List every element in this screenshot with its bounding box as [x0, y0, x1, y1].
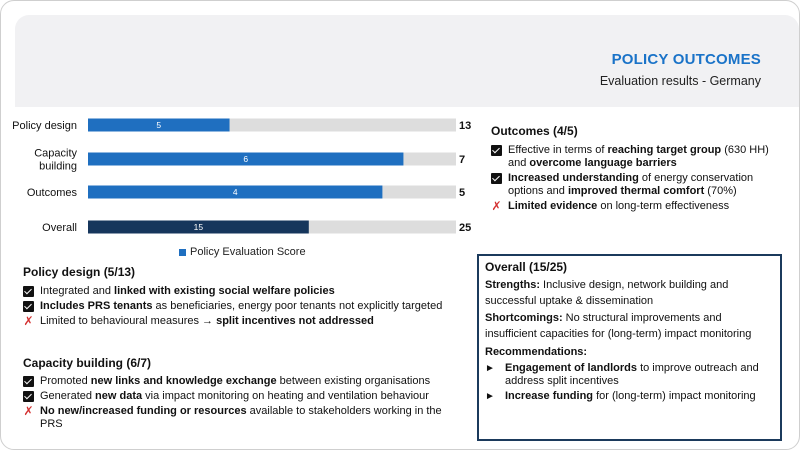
- checkbox-checked-icon: [23, 286, 34, 297]
- overall-heading: Overall (15/25): [485, 260, 568, 274]
- bar-max-label: 13: [459, 120, 471, 132]
- bar-score: [88, 185, 383, 199]
- list-item-text: Limited evidence on long-term effectiven…: [508, 200, 730, 212]
- list-item-text: Engagement of landlords to improve outre…: [505, 362, 759, 387]
- list-item: ► Engagement of landlords to improve outr…: [485, 362, 775, 388]
- bar-max-label: 7: [459, 154, 465, 166]
- strengths-text: Strengths: Inclusive design, network bui…: [485, 277, 775, 309]
- list-item: ✗ No new/increased funding or resources a…: [23, 405, 463, 431]
- list-item-text: Effective in terms of reaching target gr…: [508, 144, 769, 169]
- list-item: Includes PRS tenants as beneficiaries, e…: [23, 300, 463, 313]
- list-item-text: Increased understanding of energy conser…: [508, 172, 754, 197]
- bar-score: [88, 220, 309, 234]
- list-item-text: No new/increased funding or resources av…: [40, 405, 442, 430]
- page-subtitle: Evaluation results - Germany: [599, 74, 761, 88]
- checkbox-checked-icon: [491, 145, 502, 156]
- strengths-label: Strengths:: [485, 279, 540, 291]
- checkbox-checked-icon: [491, 173, 502, 184]
- overall-box: Overall (15/25) Strengths: Inclusive des…: [477, 254, 782, 441]
- recommendations-label: Recommendations:: [485, 346, 588, 358]
- bar-value-label: 4: [233, 187, 238, 197]
- cross-icon: ✗: [23, 404, 34, 418]
- list-item: ✗ Limited evidence on long-term effective…: [491, 200, 781, 213]
- page-title: POLICY OUTCOMES: [611, 51, 761, 68]
- list-item: Increased understanding of energy conser…: [491, 172, 781, 198]
- cross-icon: ✗: [23, 314, 34, 328]
- bar-score: [88, 152, 404, 166]
- shortcomings-text: Shortcomings: No structural improvements…: [485, 310, 775, 342]
- checkbox-checked-icon: [23, 391, 34, 402]
- legend-swatch: [179, 248, 186, 256]
- arrow-bullet-icon: ►: [485, 363, 495, 374]
- list-item-text: Limited to behavioural measures → split …: [40, 315, 374, 327]
- list-item-text: Promoted new links and knowledge exchang…: [40, 375, 431, 387]
- checkbox-checked-icon: [23, 376, 34, 387]
- bar-value-label: 5: [156, 120, 161, 130]
- header-band: [15, 15, 799, 107]
- list-item: Effective in terms of reaching target gr…: [491, 144, 781, 170]
- list-item-text: Integrated and linked with existing soci…: [40, 285, 335, 297]
- list-item-text: Generated new data via impact monitoring…: [40, 390, 429, 402]
- shortcomings-body: No structural improvements and insuffici…: [485, 312, 752, 340]
- chart-legend: Policy Evaluation Score: [179, 246, 306, 258]
- category-label: Outcomes: [27, 187, 78, 199]
- strengths-body: Inclusive design, network building and s…: [485, 279, 729, 307]
- outcomes-heading: Outcomes (4/5): [491, 124, 578, 138]
- list-item: ✗ Limited to behavioural measures → split…: [23, 315, 463, 328]
- list-item-text: Includes PRS tenants as beneficiaries, e…: [40, 300, 443, 312]
- bar-value-label: 6: [243, 154, 248, 164]
- bar-max-label: 5: [459, 187, 465, 199]
- outcomes-list: Effective in terms of reaching target gr…: [491, 144, 781, 215]
- arrow-bullet-icon: ►: [485, 391, 495, 402]
- list-item: Generated new data via impact monitoring…: [23, 390, 463, 403]
- category-label: Policy design: [12, 120, 77, 132]
- bar-score: [88, 118, 230, 132]
- bar-max-label: 25: [459, 222, 471, 234]
- checkbox-checked-icon: [23, 301, 34, 312]
- list-item: Promoted new links and knowledge exchang…: [23, 375, 463, 388]
- recommendations-list: ► Engagement of landlords to improve outr…: [485, 362, 775, 405]
- list-item: ► Increase funding for (long-term) impact…: [485, 390, 775, 403]
- bar-value-label: 15: [194, 222, 204, 232]
- capacity-building-heading: Capacity building (6/7): [23, 356, 152, 370]
- category-label: Capacity building: [34, 148, 77, 173]
- list-item-text: Increase funding for (long-term) impact …: [505, 390, 756, 402]
- policy-design-heading: Policy design (5/13): [23, 265, 136, 279]
- capacity-building-list: Promoted new links and knowledge exchang…: [23, 375, 463, 433]
- policy-design-list: Integrated and linked with existing soci…: [23, 285, 463, 330]
- list-item: Integrated and linked with existing soci…: [23, 285, 463, 298]
- score-bar-chart: 5 13 Policy design 6 7 Capacity building 4 5 Outc…: [12, 118, 471, 234]
- category-label: Overall: [42, 222, 77, 234]
- legend-label: Policy Evaluation Score: [190, 246, 306, 258]
- shortcomings-label: Shortcomings:: [485, 312, 563, 324]
- cross-icon: ✗: [491, 199, 502, 213]
